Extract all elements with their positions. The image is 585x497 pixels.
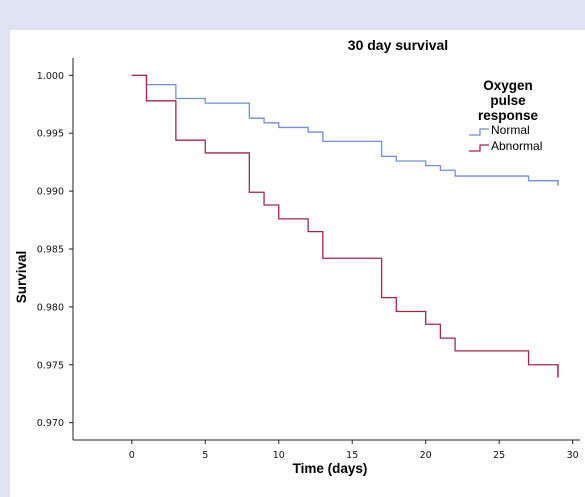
chart-panel: 30 day survival 0.970 0.975 0.980 0.985 0.99… xyxy=(10,30,585,497)
y-tick-label: 0.980 xyxy=(37,302,64,313)
y-tick-label: 1.000 xyxy=(37,71,64,82)
y-ticks: 0.970 0.975 0.980 0.985 0.990 0.995 1.000 xyxy=(37,71,73,429)
x-tick-label: 25 xyxy=(493,450,505,461)
series-line-normal xyxy=(131,74,559,186)
x-tick-label: 15 xyxy=(346,450,358,461)
legend: Oxygen pulse response Normal Abnormal xyxy=(469,78,542,153)
legend-title-line-3: response xyxy=(478,108,539,123)
x-tick-label: 20 xyxy=(420,450,432,461)
y-tick-label: 0.995 xyxy=(37,129,64,140)
chart-title: 30 day survival xyxy=(348,37,448,53)
legend-swatch-abnormal xyxy=(469,144,489,152)
legend-title-line-2: pulse xyxy=(490,93,526,108)
x-tick-label: 5 xyxy=(202,450,208,461)
y-tick-label: 0.975 xyxy=(37,360,64,371)
legend-label-abnormal: Abnormal xyxy=(491,139,542,153)
y-tick-label: 0.990 xyxy=(37,187,64,198)
x-axis-title: Time (days) xyxy=(293,461,368,476)
y-tick-label: 0.985 xyxy=(37,245,64,256)
series-line-abnormal xyxy=(131,74,559,378)
x-tick-label: 30 xyxy=(567,450,579,461)
x-ticks: 0 5 10 15 20 25 30 xyxy=(129,440,579,461)
series-layer xyxy=(131,74,559,378)
legend-title-line-1: Oxygen xyxy=(483,78,533,93)
legend-label-normal: Normal xyxy=(491,123,530,137)
x-tick-label: 0 xyxy=(129,450,135,461)
legend-swatch-normal xyxy=(469,128,489,136)
x-tick-label: 10 xyxy=(273,450,285,461)
y-tick-label: 0.970 xyxy=(37,418,64,429)
y-axis-title: Survival xyxy=(14,251,29,304)
survival-chart: 30 day survival 0.970 0.975 0.980 0.985 0.99… xyxy=(14,37,580,476)
